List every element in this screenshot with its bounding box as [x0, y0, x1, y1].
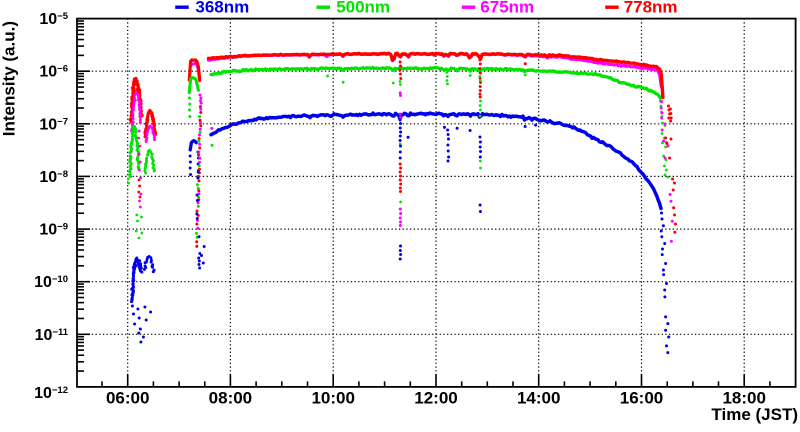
- svg-text:18:00: 18:00: [722, 389, 765, 408]
- svg-text:778nm: 778nm: [624, 0, 678, 17]
- svg-text:Intensity (a.u.): Intensity (a.u.): [0, 21, 19, 136]
- svg-text:06:00: 06:00: [106, 389, 149, 408]
- svg-text:08:00: 08:00: [209, 389, 252, 408]
- svg-text:12:00: 12:00: [414, 389, 457, 408]
- svg-text:500nm: 500nm: [336, 0, 390, 17]
- svg-text:675nm: 675nm: [480, 0, 534, 17]
- svg-text:14:00: 14:00: [517, 389, 560, 408]
- svg-text:368nm: 368nm: [195, 0, 249, 17]
- svg-text:10:00: 10:00: [311, 389, 354, 408]
- svg-text:16:00: 16:00: [620, 389, 663, 408]
- svg-text:Time (JST): Time (JST): [711, 405, 798, 424]
